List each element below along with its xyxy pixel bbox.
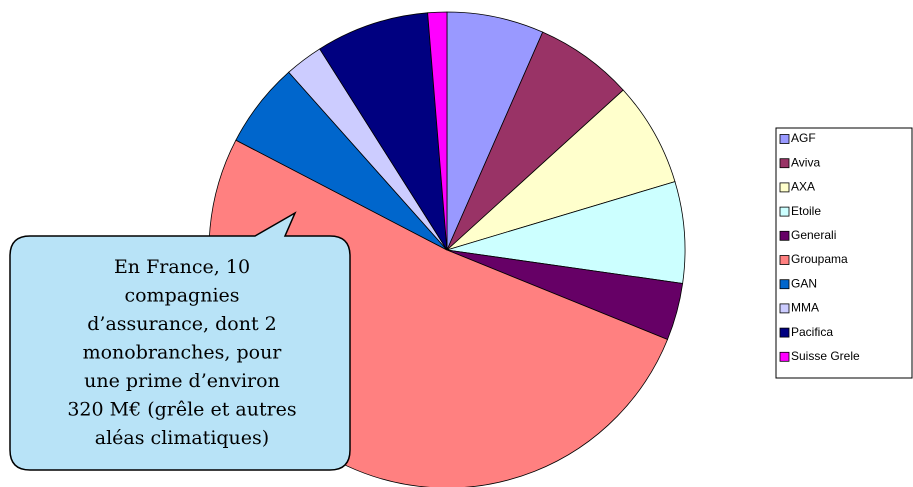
legend-label: GAN: [791, 276, 817, 290]
callout-line: 320 M€ (grêle et autres: [67, 399, 296, 421]
legend-label: Aviva: [791, 155, 820, 169]
pie-slice: [427, 11, 448, 251]
callout-line: compagnies: [124, 285, 239, 307]
legend-label: Etoile: [791, 204, 821, 218]
callout-line: monobranches, pour: [83, 342, 283, 364]
legend-swatch: [779, 327, 790, 338]
callout-line: En France, 10: [114, 256, 250, 278]
pie-slice: [446, 89, 676, 251]
legend-swatch: [779, 255, 790, 265]
callout: [9, 211, 351, 471]
legend-box: [775, 127, 913, 379]
pie-slice: [319, 12, 448, 251]
legend-label: MMA: [791, 301, 819, 315]
legend-swatch: [779, 134, 790, 144]
legend-label: Groupama: [791, 252, 848, 266]
callout-line: aléas climatiques): [95, 427, 269, 449]
legend-swatch: [779, 351, 790, 362]
legend-label: Generali: [791, 228, 836, 242]
callout-line: d’assurance, dont 2: [87, 313, 276, 335]
legend-label: Pacifica: [791, 325, 833, 339]
legend-swatch: [779, 230, 790, 241]
legend-swatch: [779, 279, 790, 290]
pie-slice: [446, 181, 686, 284]
legend: AGF Aviva AXA Etoile Generali Groupama GAN MMA P…: [779, 131, 860, 363]
legend-swatch: [779, 158, 790, 169]
legend-swatch: [779, 182, 790, 193]
legend-label: Suisse Grele: [791, 349, 860, 363]
callout-text: En France, 10 compagnies d’assurance, dont…: [67, 256, 296, 449]
legend-swatch: [779, 206, 790, 217]
legend-label: AXA: [791, 180, 815, 194]
legend-label: AGF: [791, 131, 816, 145]
legend-swatch: [779, 303, 790, 314]
callout-line: une prime d’environ: [84, 370, 280, 392]
